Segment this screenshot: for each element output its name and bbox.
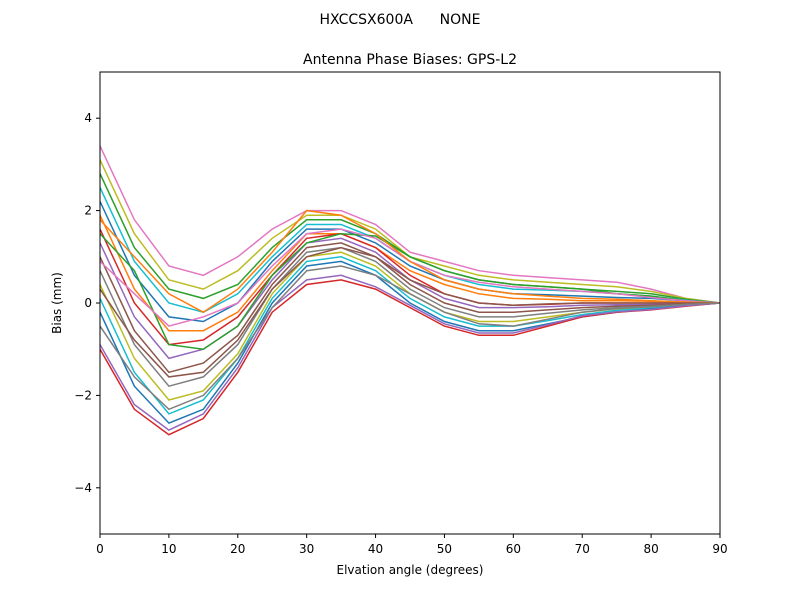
series-line-10 <box>100 246 720 388</box>
series-line-1 <box>100 145 720 304</box>
x-tick-label: 70 <box>575 542 590 556</box>
series-line-20 <box>100 265 720 411</box>
x-tick-label: 10 <box>161 542 176 556</box>
series-line-2 <box>100 159 720 304</box>
x-tick-label: 40 <box>368 542 383 556</box>
chart-suptitle: HXCCSX600A NONE <box>320 12 481 28</box>
x-tick-label: 80 <box>643 542 658 556</box>
y-tick-label: −4 <box>74 481 92 495</box>
x-axis-label: Elvation angle (degrees) <box>337 563 484 577</box>
series-line-18 <box>100 209 720 314</box>
x-tick-label: 20 <box>230 542 245 556</box>
x-tick-label: 90 <box>712 542 727 556</box>
y-tick-label: 4 <box>84 111 92 125</box>
y-axis: −4 −2 0 2 4 <box>74 111 100 495</box>
x-tick-label: 50 <box>437 542 452 556</box>
x-tick-label: 0 <box>96 542 104 556</box>
series-line-9 <box>100 242 720 374</box>
y-tick-label: 2 <box>84 204 92 218</box>
y-tick-label: 0 <box>84 296 92 310</box>
y-tick-label: −2 <box>74 388 92 402</box>
y-axis-label: Bias (mm) <box>50 272 64 334</box>
x-tick-label: 30 <box>299 542 314 556</box>
series-line-12 <box>100 256 720 415</box>
series-line-6 <box>100 214 720 332</box>
x-axis: 0 10 20 30 40 50 60 70 80 90 <box>96 534 728 556</box>
series-line-15 <box>100 274 720 431</box>
series-layer <box>100 145 720 436</box>
chart-title: Antenna Phase Biases: GPS-L2 <box>303 52 517 68</box>
series-line-5 <box>100 201 720 323</box>
x-tick-label: 60 <box>506 542 521 556</box>
series-line-19 <box>100 246 720 378</box>
